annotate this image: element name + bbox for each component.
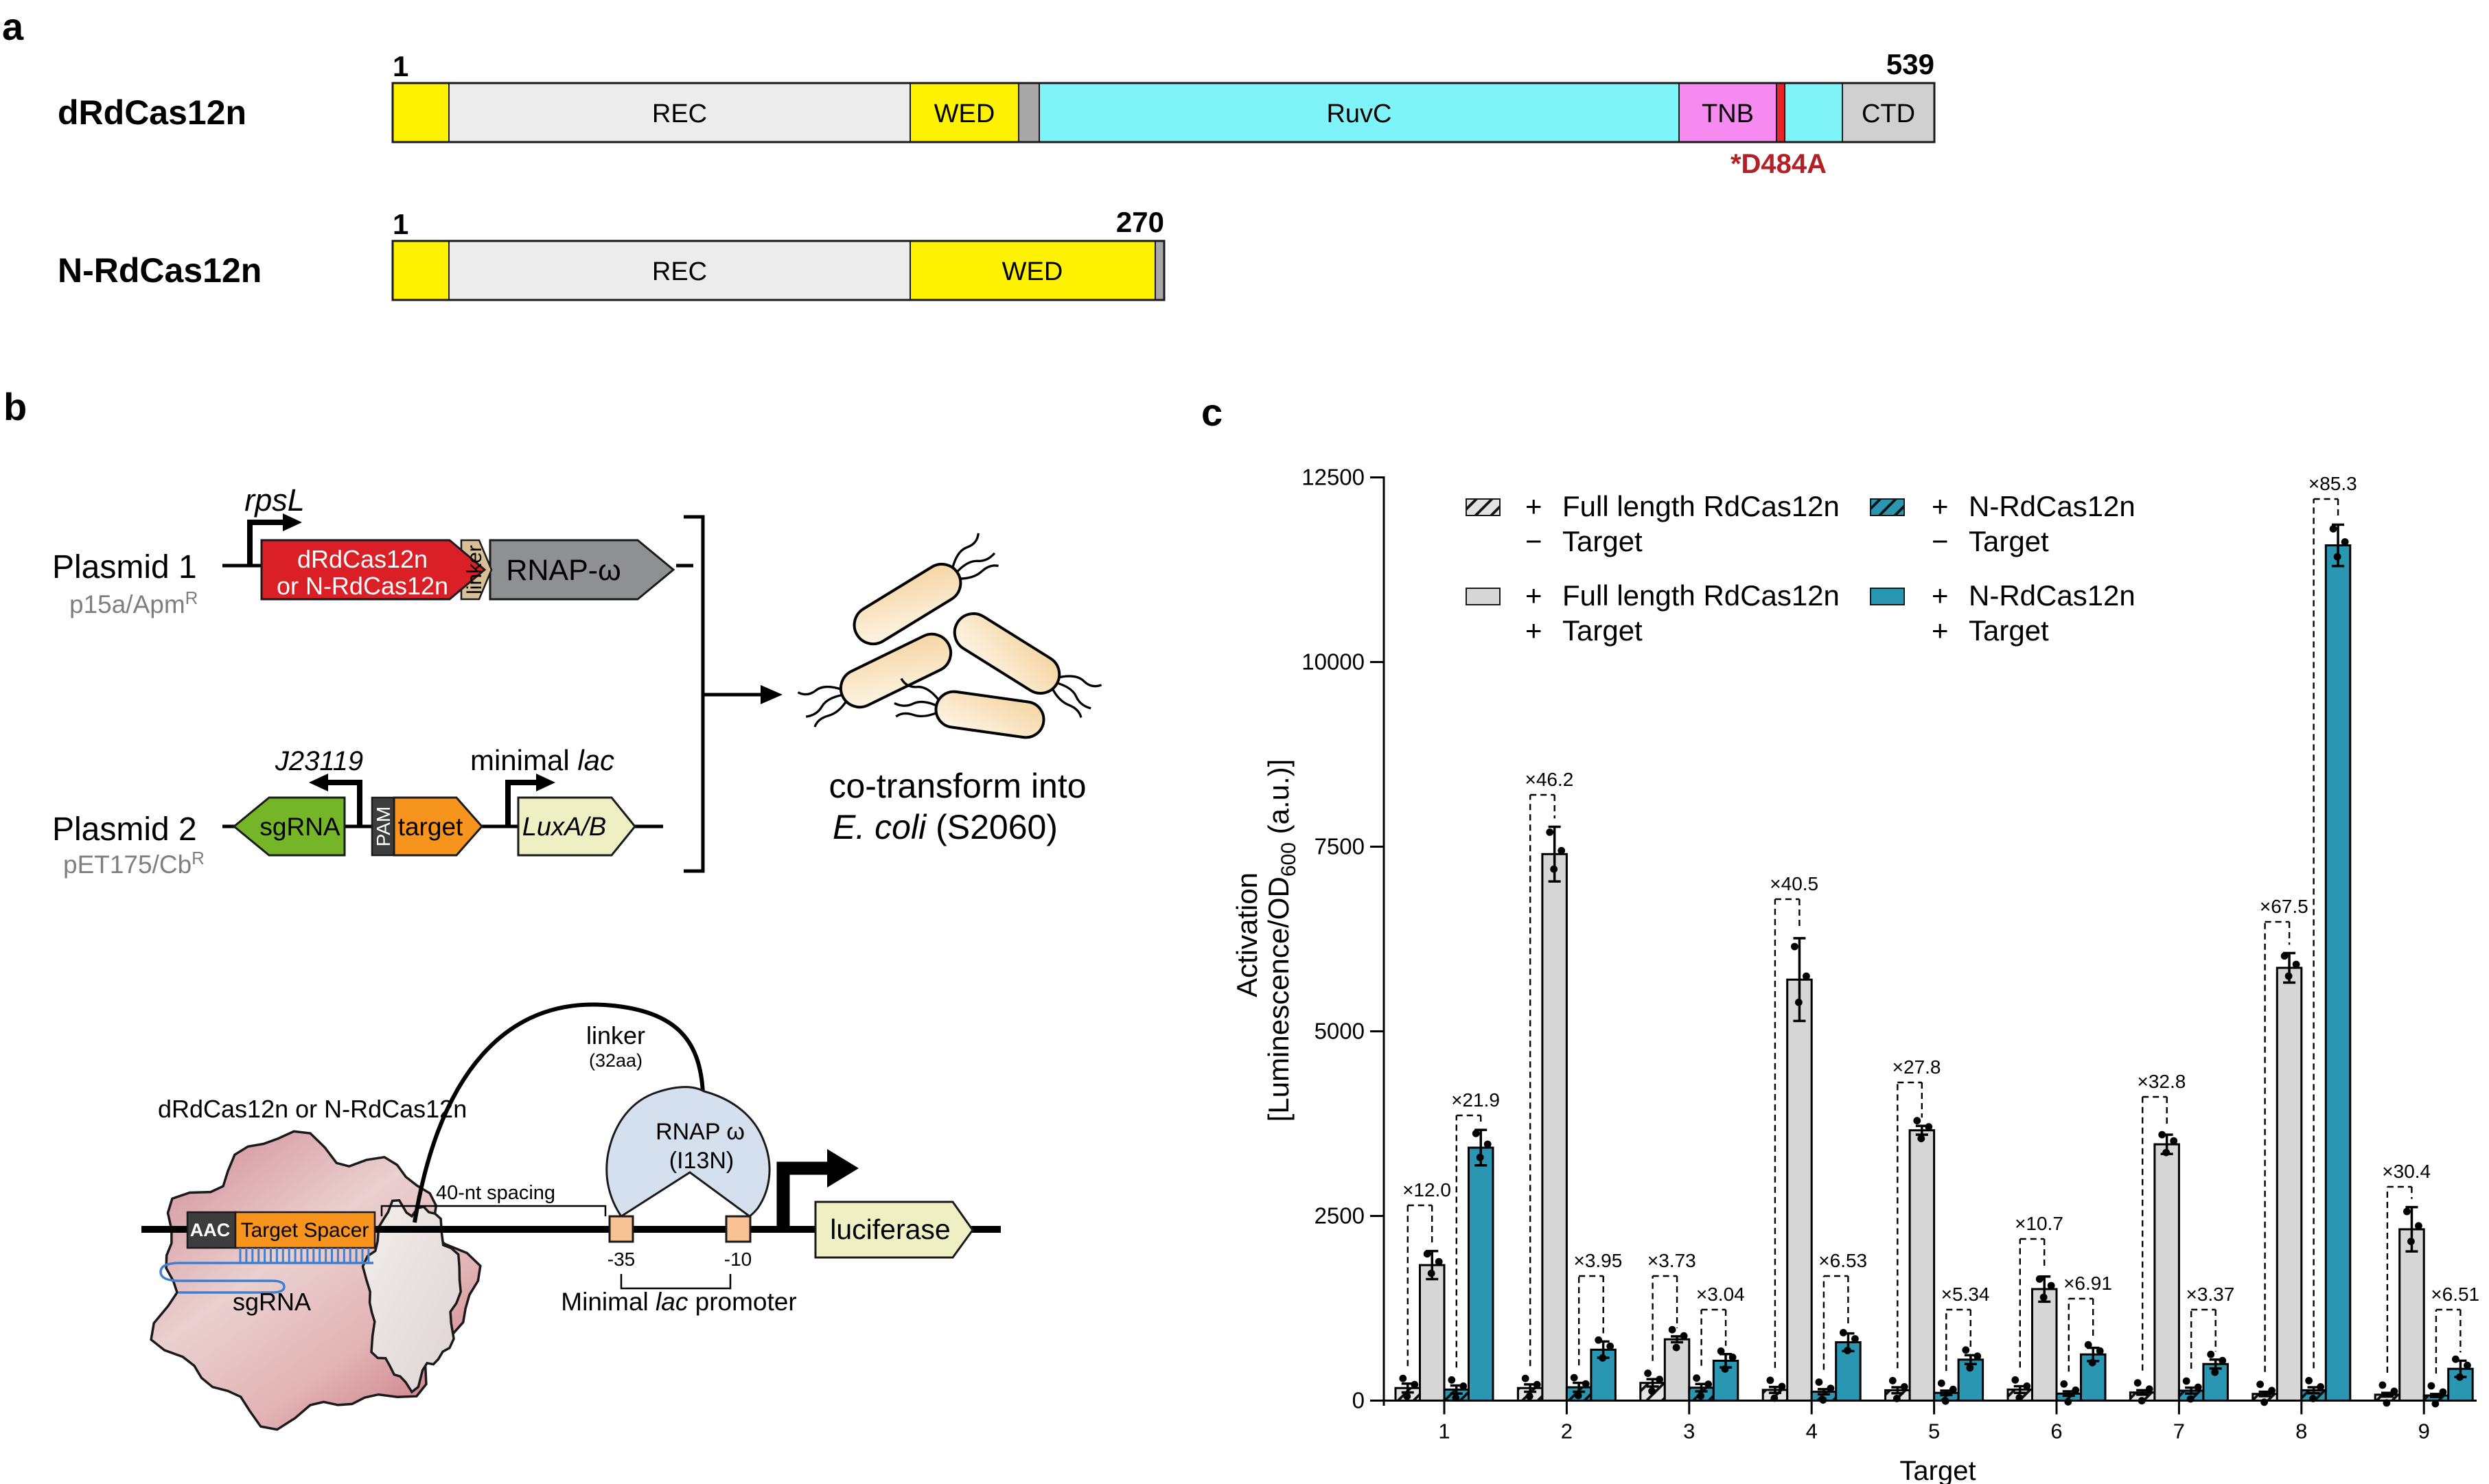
svg-text:×3.95: ×3.95 bbox=[1573, 1250, 1622, 1271]
svg-text:×30.4: ×30.4 bbox=[2382, 1161, 2431, 1182]
svg-text:luciferase: luciferase bbox=[830, 1214, 950, 1245]
svg-text:(32aa): (32aa) bbox=[589, 1050, 642, 1071]
svg-text:5: 5 bbox=[1928, 1419, 1940, 1444]
svg-text:×85.3: ×85.3 bbox=[2308, 473, 2357, 494]
svg-text:+: + bbox=[1525, 579, 1542, 612]
svg-text:×40.5: ×40.5 bbox=[1770, 873, 1818, 894]
svg-text:TNB: TNB bbox=[1702, 100, 1754, 128]
svg-text:5000: 5000 bbox=[1315, 1019, 1365, 1044]
svg-text:+: + bbox=[1525, 490, 1542, 522]
svg-text:539: 539 bbox=[1886, 48, 1934, 80]
svg-text:Full length RdCas12n: Full length RdCas12n bbox=[1562, 490, 1840, 522]
svg-text:2: 2 bbox=[1561, 1419, 1573, 1444]
svg-text:or N-RdCas12n: or N-RdCas12n bbox=[277, 572, 448, 600]
svg-text:Plasmid 2: Plasmid 2 bbox=[52, 811, 197, 848]
svg-text:+: + bbox=[1525, 614, 1542, 647]
svg-text:RNAP-ω: RNAP-ω bbox=[506, 554, 621, 587]
svg-text:N-RdCas12n: N-RdCas12n bbox=[1969, 579, 2135, 612]
svg-text:c: c bbox=[1201, 391, 1223, 434]
svg-text:2500: 2500 bbox=[1315, 1203, 1365, 1229]
svg-text:target: target bbox=[398, 813, 463, 841]
svg-text:×6.91: ×6.91 bbox=[2063, 1273, 2112, 1294]
svg-text:dRdCas12n: dRdCas12n bbox=[58, 93, 246, 132]
svg-text:Full length RdCas12n: Full length RdCas12n bbox=[1562, 579, 1840, 612]
svg-text:CTD: CTD bbox=[1862, 100, 1915, 128]
svg-text:×27.8: ×27.8 bbox=[1892, 1056, 1941, 1078]
svg-text:E. coli (S2060): E. coli (S2060) bbox=[833, 808, 1058, 846]
svg-text:×6.51: ×6.51 bbox=[2431, 1284, 2479, 1305]
svg-text:-35: -35 bbox=[607, 1249, 635, 1270]
svg-text:7500: 7500 bbox=[1315, 834, 1365, 859]
svg-text:×3.37: ×3.37 bbox=[2186, 1284, 2234, 1305]
svg-text:N-RdCas12n: N-RdCas12n bbox=[1969, 490, 2135, 522]
svg-text:×46.2: ×46.2 bbox=[1525, 769, 1573, 790]
svg-text:p15a/ApmR: p15a/ApmR bbox=[69, 588, 198, 618]
svg-text:-10: -10 bbox=[724, 1249, 752, 1270]
svg-text:linker: linker bbox=[586, 1021, 645, 1050]
svg-text:b: b bbox=[3, 385, 27, 428]
svg-text:Target Spacer: Target Spacer bbox=[241, 1219, 369, 1242]
svg-text:J23119: J23119 bbox=[275, 746, 363, 776]
svg-text:12500: 12500 bbox=[1301, 465, 1365, 490]
svg-text:*D484A: *D484A bbox=[1730, 149, 1827, 179]
svg-text:×3.04: ×3.04 bbox=[1696, 1284, 1745, 1305]
svg-text:−: − bbox=[1525, 525, 1542, 557]
svg-text:REC: REC bbox=[652, 257, 707, 286]
svg-text:AAC: AAC bbox=[190, 1220, 231, 1240]
svg-text:Target: Target bbox=[1969, 525, 2049, 557]
svg-text:9: 9 bbox=[2418, 1419, 2430, 1444]
svg-text:×6.53: ×6.53 bbox=[1818, 1250, 1867, 1271]
svg-text:×32.8: ×32.8 bbox=[2137, 1071, 2186, 1092]
svg-text:3: 3 bbox=[1683, 1419, 1695, 1444]
svg-text:pET175/CbR: pET175/CbR bbox=[63, 848, 205, 879]
svg-text:270: 270 bbox=[1116, 206, 1164, 238]
svg-text:Target: Target bbox=[1562, 614, 1643, 647]
svg-text:8: 8 bbox=[2295, 1419, 2307, 1444]
svg-text:RNAP ω: RNAP ω bbox=[656, 1119, 745, 1145]
svg-text:1: 1 bbox=[1438, 1419, 1450, 1444]
svg-text:+: + bbox=[1932, 579, 1949, 612]
svg-text:WED: WED bbox=[1002, 257, 1063, 286]
svg-text:dRdCas12n or N-RdCas12n: dRdCas12n or N-RdCas12n bbox=[158, 1095, 467, 1123]
svg-text:1: 1 bbox=[393, 50, 408, 82]
svg-text:1: 1 bbox=[393, 208, 408, 240]
svg-text:+: + bbox=[1932, 614, 1949, 647]
svg-text:×3.73: ×3.73 bbox=[1647, 1250, 1696, 1271]
svg-text:×5.34: ×5.34 bbox=[1941, 1284, 1990, 1305]
svg-text:a: a bbox=[2, 5, 24, 48]
svg-text:10000: 10000 bbox=[1301, 649, 1365, 675]
svg-text:+: + bbox=[1932, 490, 1949, 522]
svg-text:REC: REC bbox=[652, 100, 707, 128]
svg-text:Target: Target bbox=[1969, 614, 2049, 647]
svg-text:co-transform into: co-transform into bbox=[829, 767, 1086, 805]
svg-text:Plasmid 1: Plasmid 1 bbox=[52, 549, 197, 586]
svg-text:0: 0 bbox=[1352, 1388, 1365, 1413]
svg-text:rpsL: rpsL bbox=[244, 483, 305, 518]
svg-text:Minimal lac promoter: Minimal lac promoter bbox=[561, 1288, 796, 1316]
svg-text:LuxA/B: LuxA/B bbox=[522, 813, 607, 842]
svg-text:6: 6 bbox=[2050, 1419, 2062, 1444]
svg-text:sgRNA: sgRNA bbox=[259, 813, 340, 841]
svg-text:×67.5: ×67.5 bbox=[2260, 896, 2308, 917]
svg-text:×21.9: ×21.9 bbox=[1451, 1089, 1500, 1111]
svg-text:(I13N): (I13N) bbox=[669, 1148, 734, 1174]
svg-text:WED: WED bbox=[934, 100, 995, 128]
svg-text:minimal lac: minimal lac bbox=[470, 744, 614, 776]
svg-text:PAM: PAM bbox=[373, 807, 394, 847]
svg-text:4: 4 bbox=[1806, 1419, 1818, 1444]
svg-text:×10.7: ×10.7 bbox=[2015, 1213, 2063, 1234]
svg-text:Target: Target bbox=[1562, 525, 1643, 557]
svg-text:linker: linker bbox=[463, 545, 486, 594]
svg-text:[Luminescence/OD600 (a.u.)]: [Luminescence/OD600 (a.u.)] bbox=[1262, 759, 1300, 1122]
svg-text:Target: Target bbox=[1899, 1456, 1976, 1484]
svg-text:N-RdCas12n: N-RdCas12n bbox=[58, 251, 262, 290]
svg-text:×12.0: ×12.0 bbox=[1402, 1179, 1451, 1201]
svg-text:sgRNA: sgRNA bbox=[233, 1288, 311, 1316]
svg-text:−: − bbox=[1932, 525, 1949, 557]
svg-text:RuvC: RuvC bbox=[1326, 100, 1391, 128]
svg-text:7: 7 bbox=[2173, 1419, 2185, 1444]
svg-text:40-nt spacing: 40-nt spacing bbox=[436, 1182, 555, 1204]
svg-text:dRdCas12n: dRdCas12n bbox=[297, 545, 428, 573]
svg-text:Activation: Activation bbox=[1231, 872, 1263, 997]
